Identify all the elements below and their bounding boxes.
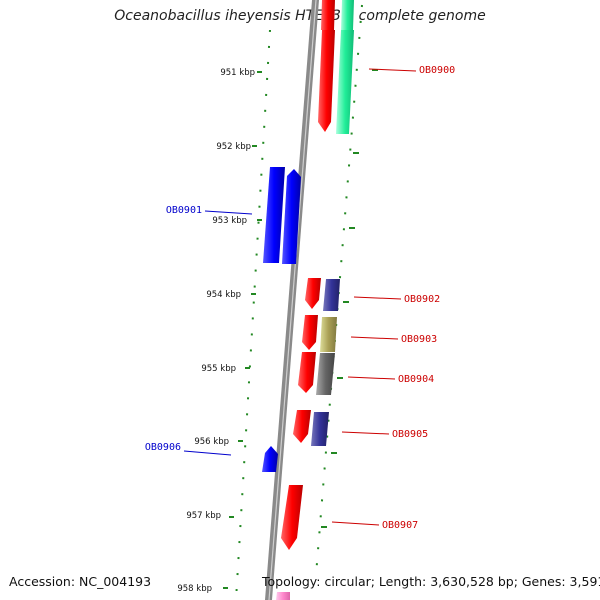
tick-label: 955 kbp (201, 364, 236, 374)
gene-ob0902[interactable] (305, 278, 340, 311)
left-dotted-guide (235, 29, 271, 600)
top-red-strip (321, 0, 335, 30)
tick-953: 953 kbp (212, 216, 262, 226)
accession-text: Accession: NC_004193 (9, 574, 152, 589)
tick-label: 958 kbp (177, 584, 212, 594)
bottom-pink-strip (276, 592, 290, 600)
tick-958: 958 kbp (177, 584, 228, 594)
gene-label-ob0905[interactable]: OB0905 (392, 429, 428, 440)
gene-ob0906[interactable] (262, 446, 278, 472)
gene-label-ob0900[interactable]: OB0900 (419, 65, 455, 76)
genome-backbone-highlight (268, 0, 317, 600)
gene-label-ob0904[interactable]: OB0904 (398, 374, 434, 385)
cog-gray-bar (316, 353, 335, 395)
tick-951: 951 kbp (220, 68, 262, 78)
tick-label: 954 kbp (206, 290, 241, 300)
tick-label: 952 kbp (216, 142, 251, 152)
gene-ob0900[interactable] (318, 30, 354, 134)
cog-teal-bar (336, 30, 354, 134)
gene-label-ob0902[interactable]: OB0902 (404, 294, 440, 305)
genome-title: Oceanobacillus iheyensis HTE831, complet… (114, 8, 486, 24)
gene-ob0901[interactable] (263, 167, 301, 264)
cog-purple-bar (323, 279, 340, 311)
genome-summary-text: Topology: circular; Length: 3,630,528 bp… (262, 574, 600, 589)
tick-952: 952 kbp (216, 142, 257, 152)
tick-label: 956 kbp (194, 437, 229, 447)
cog-olive-bar (320, 317, 337, 352)
gene-label-ob0907[interactable]: OB0907 (382, 520, 418, 531)
gene-ob0904[interactable] (298, 352, 335, 395)
gene-label-ob0901[interactable]: OB0901 (166, 205, 202, 216)
tick-label: 957 kbp (186, 511, 221, 521)
tick-label: 953 kbp (212, 216, 247, 226)
tick-954: 954 kbp (206, 290, 256, 300)
tick-956: 956 kbp (194, 437, 243, 447)
cog-purple-bar (311, 412, 329, 446)
tick-955: 955 kbp (201, 364, 250, 374)
gene-ob0907[interactable] (281, 485, 303, 550)
gene-ob0903[interactable] (302, 315, 337, 352)
tick-957: 957 kbp (186, 511, 234, 521)
tick-label: 951 kbp (220, 68, 255, 78)
gene-label-ob0906[interactable]: OB0906 (145, 442, 181, 453)
gene-label-ob0903[interactable]: OB0903 (401, 334, 437, 345)
gene-ob0905[interactable] (293, 410, 329, 446)
top-teal-strip (341, 0, 354, 30)
